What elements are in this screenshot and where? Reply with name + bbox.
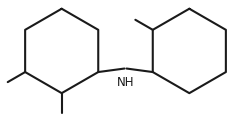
Text: NH: NH [117, 76, 134, 89]
